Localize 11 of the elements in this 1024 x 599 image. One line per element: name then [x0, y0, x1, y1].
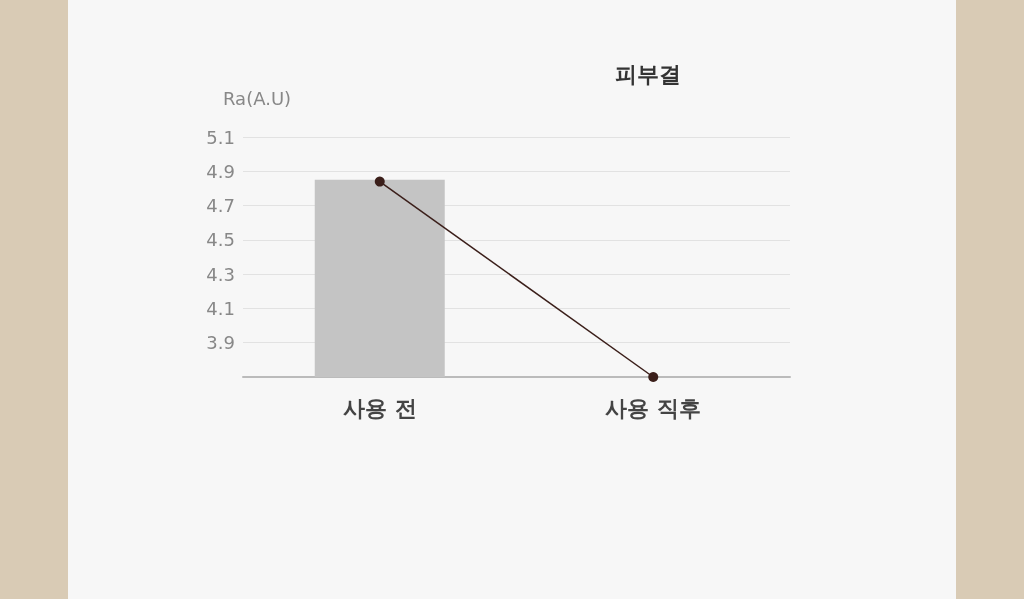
y-tick-label: 4.3 — [206, 263, 235, 285]
y-tick-label: 3.9 — [206, 332, 235, 354]
y-tick-label: 4.7 — [206, 195, 235, 217]
y-tick-label: 4.9 — [206, 160, 235, 182]
y-tick-label: 4.5 — [206, 229, 235, 251]
x-tick-label: 사용 직후 — [605, 395, 702, 421]
y-tick-label: 5.1 — [206, 126, 235, 148]
y-tick-label: 4.1 — [206, 297, 235, 319]
chart-title: 피부결 — [615, 61, 681, 87]
x-tick-label: 사용 전 — [342, 395, 417, 421]
y-axis-title: Ra(A.U) — [223, 87, 292, 109]
